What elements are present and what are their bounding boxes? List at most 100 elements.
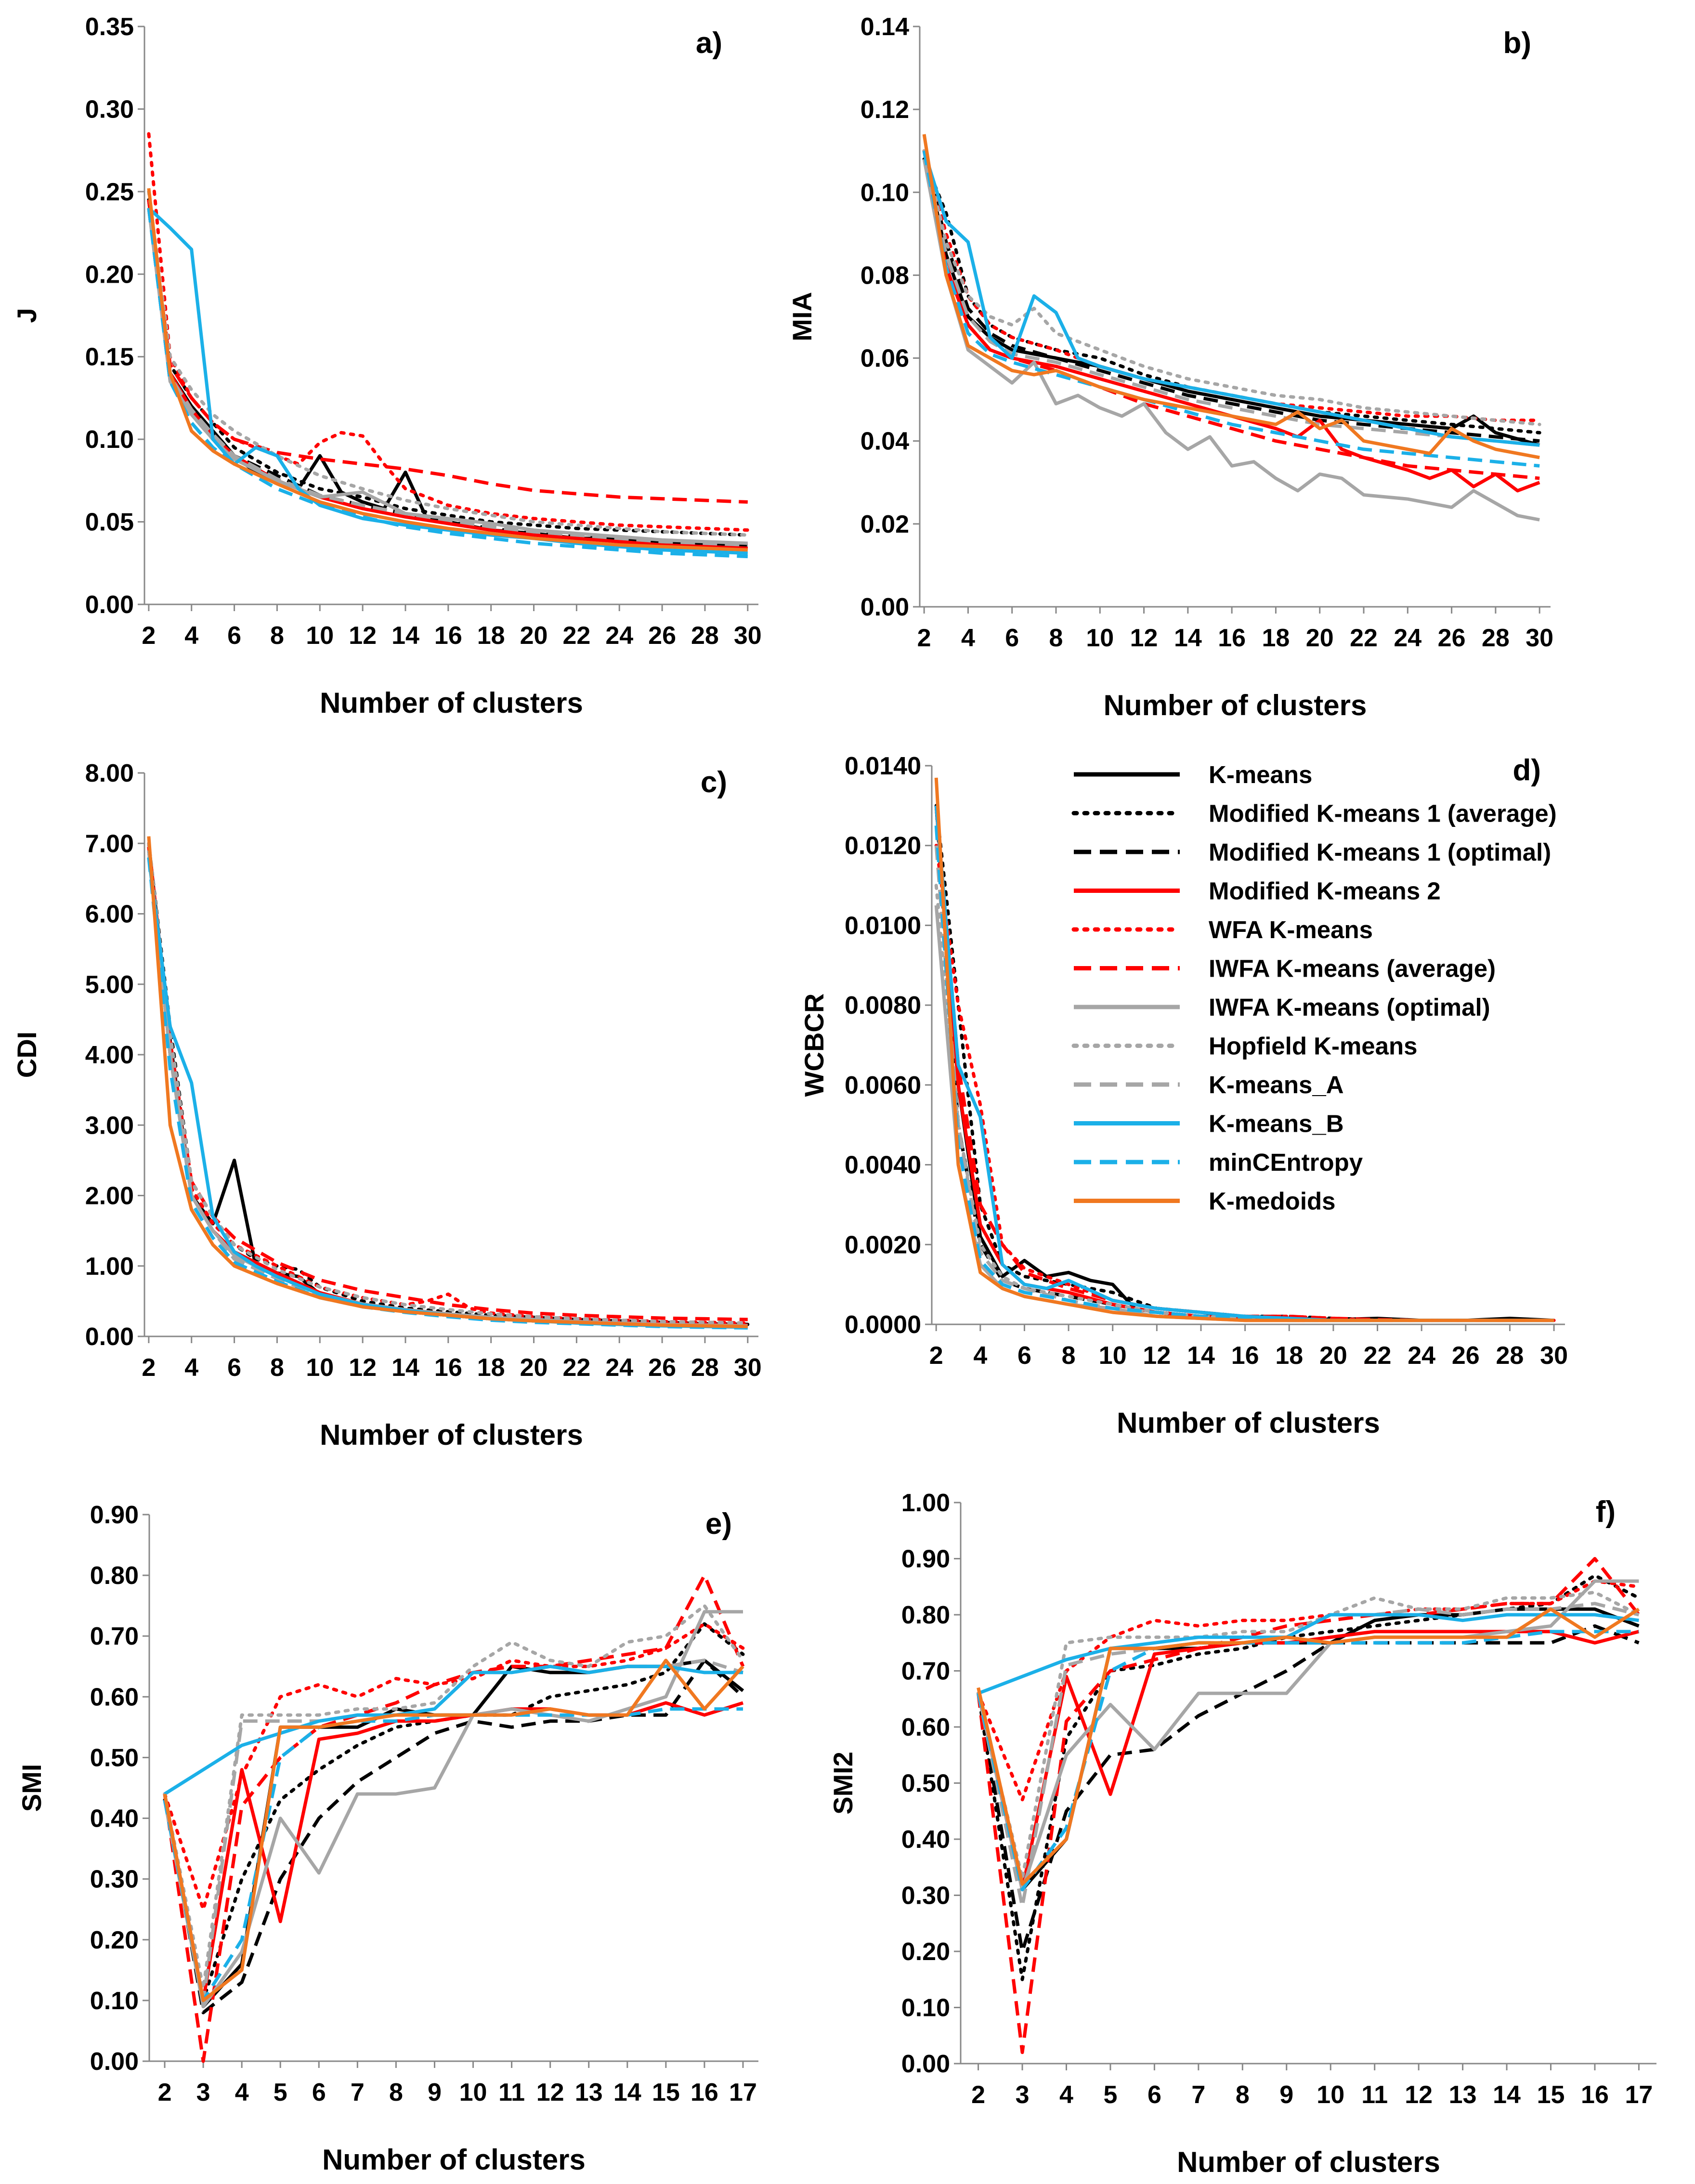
- y-tick-label: 0.14: [861, 13, 909, 41]
- y-tick-label: 0.50: [90, 1744, 139, 1772]
- series-line-hopfield-k-means: [163, 1604, 745, 1990]
- y-tick-label: 4.00: [85, 1041, 134, 1069]
- x-tick-label: 12: [1405, 2081, 1433, 2109]
- series-line-k-medoids: [147, 836, 748, 1328]
- x-tick-label: 17: [1625, 2081, 1653, 2109]
- y-tick-label: 5.00: [85, 971, 134, 999]
- x-tick-label: 28: [1496, 1342, 1524, 1370]
- x-tick-label: 26: [648, 1354, 676, 1382]
- x-tick-label: 5: [274, 2079, 287, 2106]
- y-tick-label: 0.20: [90, 1926, 139, 1954]
- x-tick-label: 8: [1049, 624, 1063, 652]
- panel-e-chart: 0.00 0.10 0.20 0.30 0.40 0.50 0.60 0.70 0.80 0.90…: [16, 1501, 758, 2176]
- panel-label: e): [705, 1507, 732, 1541]
- panel-a-chart: 0.00 0.05 0.10 0.15 0.20 0.25 0.30 0.35 2 4 6 8 10 12…: [12, 13, 762, 719]
- legend-entry-label: IWFA K-means (average): [1209, 955, 1496, 982]
- series-line-iwfa-k-means-average: [922, 150, 1540, 480]
- x-tick-label: 10: [306, 622, 334, 650]
- x-tick-label: 2: [158, 2079, 172, 2106]
- series-line-wfa-k-means: [163, 1622, 745, 1911]
- legend-entry-label: WFA K-means: [1209, 916, 1373, 943]
- panel-b-chart: 0.000.020.040.060.080.100.120.142 4 6 8 10 12…: [787, 13, 1553, 721]
- x-tick-label: 20: [520, 622, 548, 650]
- x-tick-label: 8: [389, 2079, 403, 2106]
- legend-entry-label: IWFA K-means (optimal): [1209, 994, 1490, 1021]
- y-tick-label: 1.00: [901, 1489, 950, 1517]
- legend-entry-label: Hopfield K-means: [1209, 1033, 1418, 1060]
- x-axis-title: Number of clusters: [322, 2144, 586, 2176]
- series-line-iwfa-k-means-optimal: [147, 208, 748, 545]
- y-tick-label: 0.02: [861, 510, 909, 538]
- y-tick-label: 0.10: [85, 426, 134, 454]
- x-tick-label: 4: [235, 2079, 249, 2106]
- y-tick-label: 0.90: [90, 1501, 139, 1529]
- y-tick-label: 0.0000: [845, 1311, 921, 1339]
- panel-label: d): [1512, 754, 1541, 787]
- x-tick-label: 17: [729, 2079, 757, 2106]
- y-tick-label: 0.08: [861, 262, 909, 289]
- x-tick-label: 16: [1581, 2081, 1609, 2109]
- panel-label: f): [1596, 1495, 1616, 1529]
- x-tick-label: 10: [459, 2079, 487, 2106]
- y-tick-label: 6.00: [85, 901, 134, 929]
- y-tick-label: 0.0080: [845, 992, 921, 1020]
- y-tick-label: 0.0040: [845, 1151, 921, 1179]
- x-tick-label: 6: [312, 2079, 326, 2106]
- x-tick-label: 28: [1482, 624, 1510, 652]
- series-line-modified-k-means-2: [147, 199, 748, 550]
- x-tick-label: 8: [270, 622, 284, 650]
- y-tick-label: 0.15: [85, 343, 134, 371]
- x-tick-label: 22: [1364, 1342, 1392, 1370]
- x-tick-label: 22: [562, 622, 590, 650]
- y-tick-label: 2.00: [85, 1182, 134, 1210]
- y-tick-label: 0.60: [901, 1713, 950, 1741]
- x-axis-title: Number of clusters: [1117, 1407, 1380, 1439]
- y-tick-label: 1.00: [85, 1253, 134, 1281]
- series-line-modified-k-means-1-average: [977, 1573, 1641, 1981]
- x-tick-label: 18: [1275, 1342, 1303, 1370]
- x-tick-label: 11: [498, 2079, 525, 2106]
- y-tick-label: 0.40: [90, 1805, 139, 1833]
- y-tick-label: 0.10: [901, 1994, 950, 2022]
- y-tick-label: 0.20: [85, 261, 134, 288]
- series-line-k-medoids: [922, 134, 1540, 459]
- x-tick-label: 22: [1350, 624, 1378, 652]
- x-tick-label: 14: [613, 2079, 641, 2106]
- series-line-hopfield-k-means: [147, 841, 750, 1325]
- series-line-modified-k-means-1-average: [147, 198, 750, 537]
- x-tick-label: 26: [1452, 1342, 1480, 1370]
- x-tick-label: 8: [1236, 2081, 1250, 2109]
- series-line-hopfield-k-means: [977, 1590, 1641, 1881]
- x-tick-label: 10: [1086, 624, 1114, 652]
- x-tick-label: 8: [1062, 1342, 1076, 1370]
- legend-entry-label: K-medoids: [1209, 1188, 1336, 1215]
- series-line-k-means-a: [147, 208, 748, 547]
- x-tick-label: 3: [1016, 2081, 1030, 2109]
- x-tick-label: 14: [391, 622, 419, 650]
- x-tick-label: 4: [973, 1342, 987, 1370]
- x-tick-label: 2: [142, 1354, 156, 1382]
- y-tick-label: 0.30: [901, 1882, 950, 1910]
- x-tick-label: 15: [1537, 2081, 1565, 2109]
- x-tick-label: 20: [1306, 624, 1334, 652]
- series-line-k-means-b: [147, 207, 748, 555]
- x-tick-label: 4: [1059, 2081, 1073, 2109]
- y-tick-label: 0.0060: [845, 1072, 921, 1099]
- x-axis-title: Number of clusters: [320, 1419, 583, 1451]
- y-axis-title: SMI: [16, 1764, 47, 1812]
- legend-entry-label: Modified K-means 2: [1209, 877, 1441, 905]
- series-line-k-medoids: [147, 188, 748, 552]
- x-tick-label: 14: [1187, 1342, 1215, 1370]
- x-tick-label: 24: [1408, 1342, 1435, 1370]
- y-tick-label: 0.10: [90, 1987, 139, 2015]
- x-tick-label: 2: [929, 1342, 943, 1370]
- legend: K-means Modified K-means 1 (average) Modif…: [1071, 761, 1557, 1215]
- x-tick-label: 14: [391, 1354, 419, 1382]
- series-line-k-means-a: [977, 1602, 1640, 1909]
- y-tick-label: 0.70: [90, 1622, 139, 1650]
- x-tick-label: 6: [227, 1354, 241, 1382]
- y-tick-label: 0.04: [861, 428, 909, 456]
- x-tick-label: 12: [1130, 624, 1158, 652]
- x-tick-label: 9: [428, 2079, 442, 2106]
- series-line-mincentropy: [922, 150, 1540, 468]
